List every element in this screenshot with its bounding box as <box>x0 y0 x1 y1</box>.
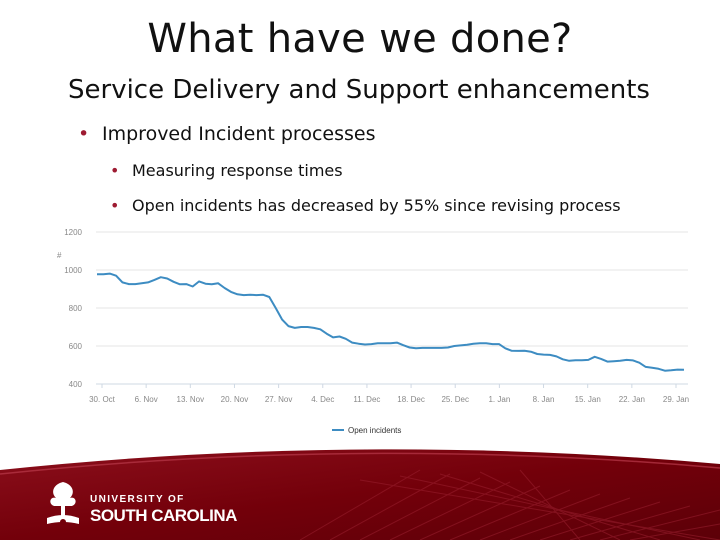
bullet-dot-icon: • <box>110 196 120 215</box>
legend-label: Open incidents <box>348 426 401 435</box>
bullet-item: • Measuring response times <box>110 161 343 180</box>
x-tick-label: 4. Dec <box>311 395 334 404</box>
y-tick-label: 400 <box>69 380 83 389</box>
bullet-dot-icon: • <box>110 161 120 180</box>
open-incidents-chart: 1200 1000 800 600 400 #30. Oct 6. Nov 13. Nov 20… <box>57 228 689 435</box>
bullet-dot-icon: • <box>78 123 90 145</box>
bullet-text: Improved Incident processes <box>102 123 376 145</box>
y-tick-label: 600 <box>69 342 83 351</box>
bullet-text: Open incidents has decreased by 55% sinc… <box>132 196 621 215</box>
x-tick-label: 8. Jan <box>533 395 555 404</box>
bullet-item: • Open incidents has decreased by 55% sin… <box>110 196 621 215</box>
university-seal-icon <box>47 482 79 525</box>
x-tick-label: 13. Nov <box>177 395 205 404</box>
y-tick-label: 1200 <box>64 228 82 237</box>
y-tick-label: 1000 <box>64 266 82 275</box>
brand-line-2: SOUTH CAROLINA <box>90 506 237 525</box>
footer-banner <box>0 449 720 540</box>
series-line-open-incidents <box>97 272 685 372</box>
x-tick-label: 22. Jan <box>619 395 645 404</box>
x-tick-label: 1. Jan <box>488 395 510 404</box>
x-tick-label: 27. Nov <box>265 395 293 404</box>
x-tick-label: 15. Jan <box>575 395 601 404</box>
bullet-item: • Improved Incident processes <box>78 123 375 145</box>
x-tick-label: 20. Nov <box>221 395 249 404</box>
x-tick-label: 18. Dec <box>397 395 425 404</box>
slide-title: What have we done? <box>147 16 573 62</box>
brand-line-1: UNIVERSITY OF <box>90 494 185 505</box>
x-tick-label: 6. Nov <box>135 395 158 404</box>
slide-subtitle: Service Delivery and Support enhancement… <box>68 75 650 105</box>
university-brand: UNIVERSITY OF SOUTH CAROLINA <box>42 478 262 530</box>
x-tick-label: 25. Dec <box>441 395 469 404</box>
bullet-text: Measuring response times <box>132 161 343 180</box>
y-axis-label: # <box>57 251 62 260</box>
x-tick-label: 11. Dec <box>353 395 380 404</box>
x-tick-label: 29. Jan <box>663 395 689 404</box>
y-tick-label: 800 <box>69 304 83 313</box>
x-tick-label: 30. Oct <box>89 395 116 404</box>
